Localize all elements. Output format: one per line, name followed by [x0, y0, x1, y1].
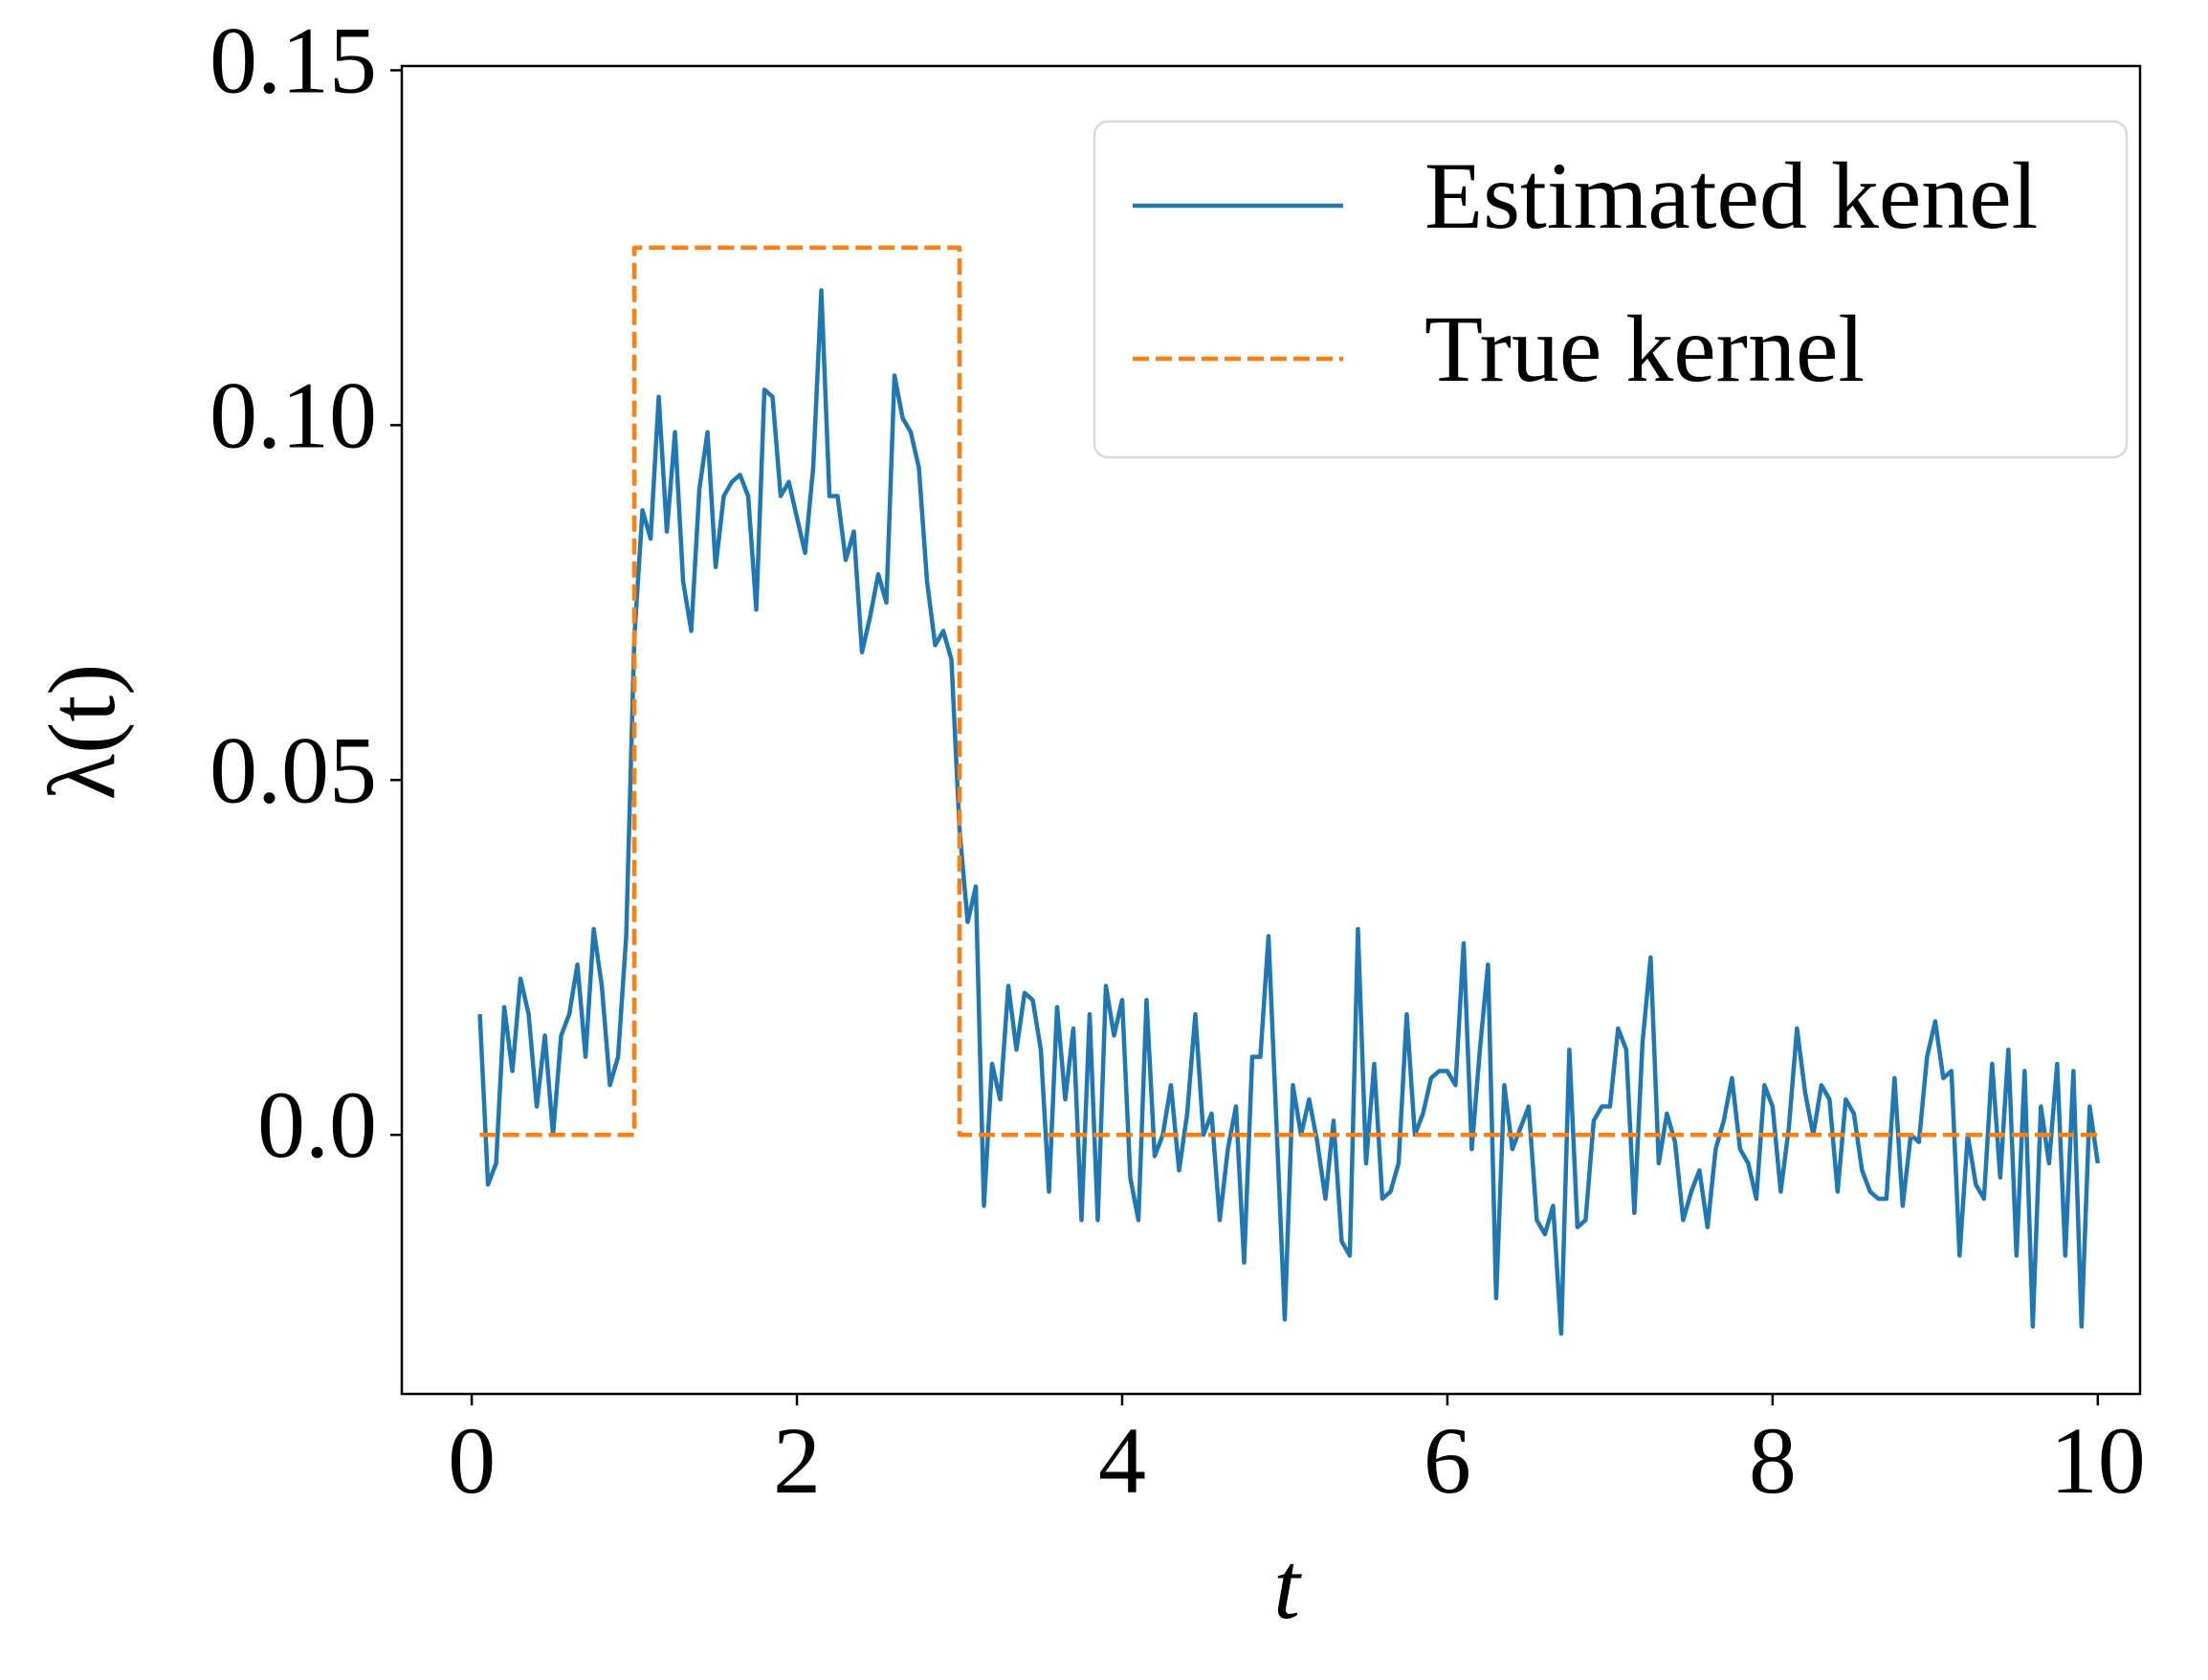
x-tick-label: 0: [448, 1407, 496, 1514]
legend-label: Estimated kenel: [1424, 143, 2038, 249]
x-tick-label: 10: [2050, 1407, 2146, 1514]
legend-box: [1093, 120, 2129, 459]
y-tick-label: 0.0: [257, 1072, 377, 1178]
legend-label: True kernel: [1424, 296, 1865, 402]
y-tick-label: 0.15: [210, 7, 377, 113]
x-tick-label: 2: [773, 1407, 821, 1514]
data-line: [477, 288, 2101, 1337]
plot-frame: [400, 64, 2142, 1396]
data-line: [479, 245, 2098, 1138]
y-tick-label: 0.10: [210, 362, 377, 468]
x-tick-label: 6: [1424, 1407, 1471, 1514]
y-axis-label: λ(t): [29, 664, 135, 801]
y-tick-label: 0.05: [210, 717, 377, 823]
x-tick-label: 8: [1749, 1407, 1797, 1514]
x-tick-label: 4: [1098, 1407, 1146, 1514]
x-axis-label: t: [1273, 1533, 1302, 1639]
